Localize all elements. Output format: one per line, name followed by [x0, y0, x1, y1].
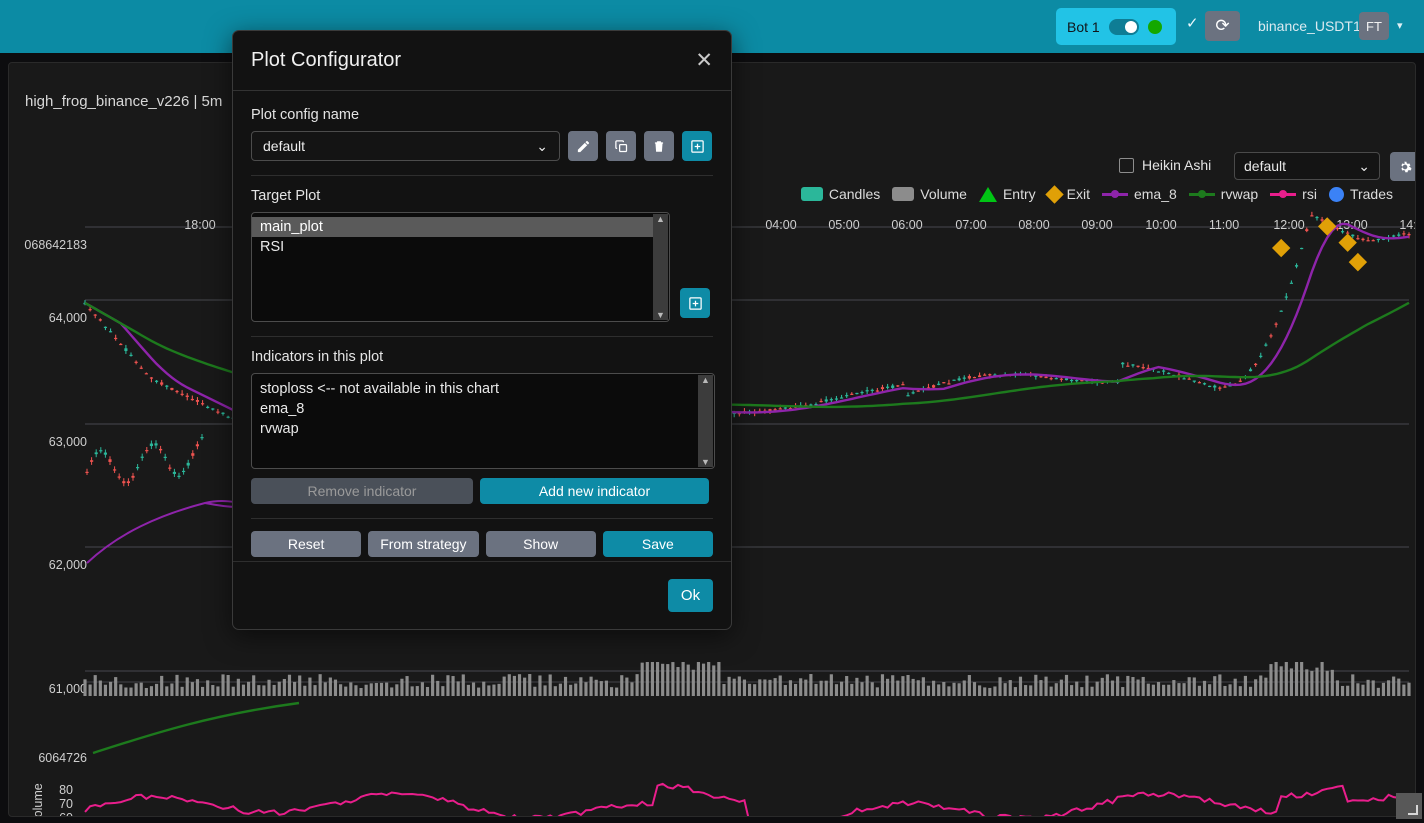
ytick-rsi-70: 70: [59, 797, 73, 811]
heikin-ashi-checkbox[interactable]: [1119, 157, 1134, 173]
legend-entry-label: Entry: [1002, 186, 1036, 202]
ytick-0: 068642183: [24, 238, 87, 252]
indicator-item-stoploss[interactable]: stoploss <-- not available in this chart: [260, 381, 499, 397]
connection-check-icon: ✓: [1186, 15, 1199, 32]
ft-badge[interactable]: FT: [1359, 12, 1389, 40]
heikin-ashi-label: Heikin Ashi: [1142, 157, 1212, 173]
indicators-label: Indicators in this plot: [251, 349, 384, 365]
plot-config-select[interactable]: default ⌄: [251, 131, 560, 161]
chart-legend: Candles Volume Entry Exit ema_8 rvwap rsi Trade…: [800, 184, 1399, 204]
line-swatch-icon: [1188, 190, 1215, 198]
ytick-rsi-80: 80: [59, 783, 73, 797]
legend-trades-label: Trades: [1349, 186, 1393, 202]
scroll-down-icon[interactable]: ▼: [656, 310, 665, 320]
plot-config-name-label: Plot config name: [251, 107, 360, 123]
dialog-footer: Ok: [233, 561, 731, 629]
triangle-swatch-icon: [978, 186, 997, 202]
save-button[interactable]: Save: [602, 531, 713, 557]
resize-grip[interactable]: [1396, 793, 1422, 819]
target-plot-scrollbar[interactable]: ▲ ▼: [653, 214, 668, 320]
legend-entry[interactable]: Entry: [978, 186, 1036, 202]
chevron-down-icon[interactable]: ▾: [1397, 20, 1403, 32]
ytick-4: 61,000: [48, 682, 87, 696]
add-config-button[interactable]: [682, 131, 712, 161]
dialog-header: Plot Configurator ✕: [233, 31, 731, 91]
line-swatch-icon: [1270, 190, 1297, 198]
duplicate-config-button[interactable]: [606, 131, 636, 161]
plot-config-row: default ⌄: [251, 131, 713, 161]
ytick-rsi-60: 60: [59, 811, 73, 816]
rect-swatch-icon: [892, 187, 915, 201]
remove-indicator-button[interactable]: Remove indicator: [251, 478, 473, 504]
legend-volume[interactable]: Volume: [892, 186, 967, 202]
chart-title: high_frog_binance_v226 | 5m: [25, 93, 223, 110]
legend-rvwap-label: rvwap: [1220, 186, 1259, 202]
show-button[interactable]: Show: [485, 531, 596, 557]
bot-label: Bot 1: [1067, 18, 1100, 35]
target-plot-label: Target Plot: [251, 188, 321, 204]
ytick-1: 64,000: [48, 311, 87, 325]
legend-ema8-label: ema_8: [1133, 186, 1177, 202]
heikin-ashi-toggle[interactable]: Heikin Ashi: [1119, 157, 1211, 173]
indicator-item-rvwap[interactable]: rvwap: [260, 421, 299, 437]
plot-configurator-dialog: Plot Configurator ✕ Plot config name def…: [232, 30, 732, 630]
legend-volume-label: Volume: [920, 186, 967, 202]
scroll-down-icon[interactable]: ▼: [701, 457, 710, 467]
target-plot-option-main-plot[interactable]: main_plot: [252, 217, 653, 237]
chart-plot-config-value: default: [1244, 158, 1287, 174]
indicators-scrollbar[interactable]: ▲ ▼: [698, 375, 713, 467]
legend-trades[interactable]: Trades: [1328, 186, 1393, 202]
legend-exit[interactable]: Exit: [1044, 184, 1090, 204]
dialog-body: Plot config name default ⌄: [233, 91, 731, 557]
edit-config-button[interactable]: [568, 131, 598, 161]
refresh-icon[interactable]: ⟳: [1205, 11, 1240, 41]
circle-swatch-icon: [1328, 186, 1344, 202]
legend-candles[interactable]: Candles: [800, 186, 881, 202]
ok-button[interactable]: Ok: [668, 579, 713, 612]
green-status-dot: [1147, 19, 1162, 34]
bot-selector-pill[interactable]: Bot 1: [1056, 8, 1176, 45]
exchange-label: binance_USDT1: [1258, 18, 1361, 34]
add-new-indicator-button[interactable]: Add new indicator: [480, 478, 709, 504]
bot-enable-toggle[interactable]: [1108, 18, 1139, 35]
ytick-2: 63,000: [48, 435, 87, 449]
ytick-volume: 6064726: [38, 751, 87, 765]
scroll-up-icon[interactable]: ▲: [656, 214, 665, 224]
scroll-up-icon[interactable]: ▲: [701, 375, 710, 385]
add-target-plot-button[interactable]: [680, 288, 710, 318]
from-strategy-button[interactable]: From strategy: [368, 531, 479, 557]
legend-candles-label: Candles: [828, 186, 881, 202]
gear-icon[interactable]: [1390, 152, 1415, 181]
indicator-item-ema8[interactable]: ema_8: [260, 401, 305, 417]
legend-rsi[interactable]: rsi: [1270, 186, 1317, 202]
target-plot-option-rsi[interactable]: RSI: [260, 239, 285, 255]
delete-config-button[interactable]: [644, 131, 674, 161]
legend-rsi-label: rsi: [1302, 186, 1317, 202]
indicators-listbox[interactable]: stoploss <-- not available in this chart…: [251, 373, 715, 469]
rect-swatch-icon: [800, 187, 823, 201]
close-icon[interactable]: ✕: [695, 49, 713, 72]
plot-config-value: default: [263, 138, 306, 154]
legend-ema8[interactable]: ema_8: [1101, 186, 1177, 202]
price-axis: 068642183 64,000 63,000 62,000 61,000 60…: [9, 125, 87, 816]
legend-exit-label: Exit: [1066, 186, 1090, 202]
legend-rvwap[interactable]: rvwap: [1188, 186, 1259, 202]
dialog-title: Plot Configurator: [251, 49, 402, 71]
line-swatch-icon: [1101, 190, 1128, 198]
reset-button[interactable]: Reset: [251, 531, 362, 557]
ytick-3: 62,000: [48, 558, 87, 572]
target-plot-listbox[interactable]: main_plot RSI ▲ ▼: [251, 212, 670, 322]
chart-plot-config-select[interactable]: default ⌄: [1234, 152, 1380, 180]
chevron-down-icon: ⌄: [536, 137, 548, 154]
chevron-down-icon: ⌄: [1358, 157, 1370, 174]
